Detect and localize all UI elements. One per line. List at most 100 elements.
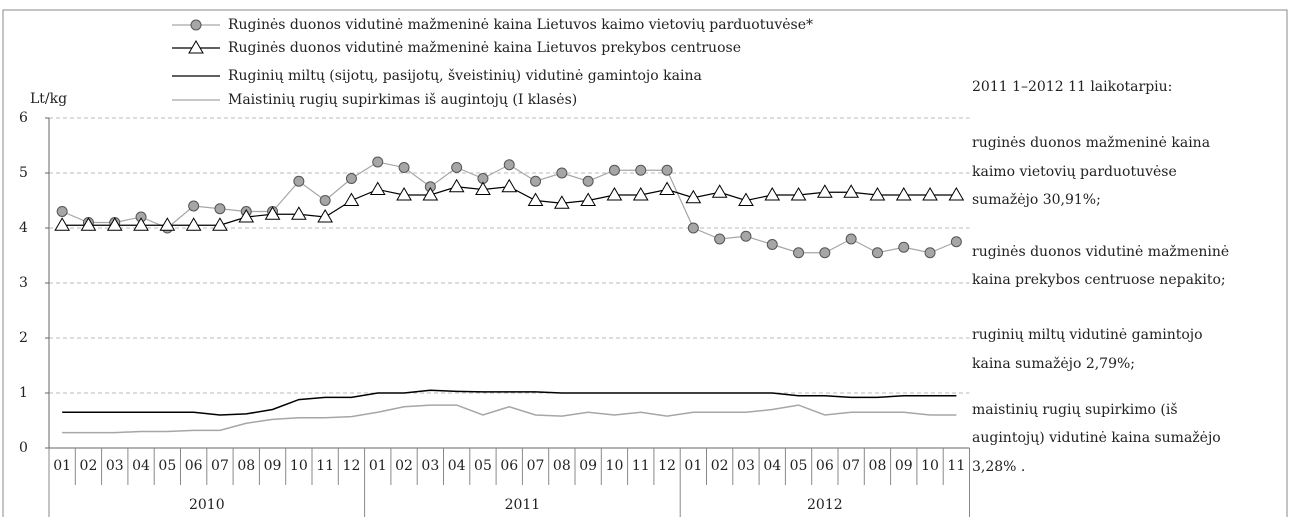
x-tick-label: 09: [264, 458, 282, 474]
point: [212, 217, 228, 231]
point: [687, 222, 699, 234]
point: [661, 164, 673, 176]
point: [422, 187, 439, 201]
point: [766, 239, 778, 250]
x-tick-label: 11: [316, 458, 334, 474]
point: [396, 187, 412, 201]
y-tick-label: 1: [19, 385, 28, 401]
x-tick-label: 03: [737, 458, 755, 474]
x-tick-label: 02: [80, 458, 98, 474]
point: [159, 217, 176, 231]
x-tick-label: 02: [711, 458, 729, 474]
y-tick-label: 0: [19, 440, 28, 456]
point: [738, 192, 754, 206]
annotation-text: ruginės duonos vidutinė mažmeninė: [972, 244, 1229, 260]
point: [819, 247, 831, 259]
y-tick-label: 2: [19, 330, 28, 346]
point: [503, 159, 515, 171]
point: [740, 230, 752, 242]
point: [685, 189, 702, 204]
x-group-label: 2011: [505, 497, 541, 513]
x-tick-label: 11: [632, 458, 650, 474]
point: [133, 217, 149, 231]
legend-marker: [190, 19, 202, 31]
point: [635, 164, 647, 176]
point: [530, 175, 542, 187]
annotation-text: ruginės duonos mažmeninė kaina: [972, 135, 1210, 151]
point: [924, 247, 936, 259]
point: [843, 184, 860, 198]
x-group-label: 2010: [189, 497, 225, 513]
y-axis-label: Lt/kg: [30, 91, 67, 107]
annotation-text: kaimo vietovių parduotuvėse: [972, 164, 1177, 180]
x-tick-label: 01: [684, 458, 702, 474]
point: [527, 192, 544, 206]
point: [56, 206, 68, 217]
x-tick-label: 01: [53, 458, 71, 474]
annotation-text: augintojų) vidutinė kaina sumažėjo: [972, 430, 1221, 446]
annotation-text: kaina sumažėjo 2,79%;: [972, 356, 1135, 372]
point: [659, 181, 675, 195]
point: [448, 178, 465, 193]
x-group-label: 2012: [807, 497, 843, 513]
x-tick-label: 05: [474, 458, 492, 474]
point: [293, 175, 305, 187]
series-line: [62, 404, 957, 434]
x-tick-label: 01: [369, 458, 387, 474]
x-tick-label: 04: [132, 458, 150, 474]
annotation-text: 2011 1–2012 11 laikotarpiu:: [972, 79, 1172, 95]
x-tick-label: 08: [553, 458, 571, 474]
point: [264, 206, 281, 220]
point: [711, 184, 728, 198]
annotation-text: kaina prekybos centruose nepakito;: [972, 272, 1226, 288]
x-tick-label: 03: [421, 458, 439, 474]
legend-label: Ruginių miltų (sijotų, pasijotų, šveisti…: [228, 67, 702, 84]
point: [608, 164, 620, 176]
point: [948, 187, 965, 201]
point: [898, 241, 910, 253]
annotation-text: maistinių rugių supirkimo (iš: [972, 401, 1178, 418]
x-tick-label: 06: [185, 458, 203, 474]
x-tick-label: 07: [211, 458, 229, 474]
legend-marker: [188, 40, 204, 54]
point: [319, 195, 331, 206]
point: [345, 173, 357, 184]
point: [80, 217, 97, 231]
x-tick-label: 04: [763, 458, 781, 474]
point: [553, 195, 570, 209]
point: [475, 181, 491, 195]
point: [845, 233, 857, 245]
annotation-text: sumažėjo 30,91%;: [972, 192, 1101, 208]
point: [764, 187, 781, 201]
x-tick-label: 10: [606, 458, 624, 474]
point: [185, 217, 202, 231]
y-tick-label: 5: [19, 165, 28, 181]
y-tick-label: 3: [19, 275, 28, 291]
annotation-text: 3,28% .: [972, 459, 1025, 475]
x-tick-label: 12: [658, 458, 676, 474]
point: [451, 162, 463, 173]
legend-label: Maistinių rugių supirkimas iš augintojų …: [228, 91, 577, 108]
chart-frame: [2, 9, 1288, 517]
x-tick-label: 06: [816, 458, 834, 474]
x-tick-label: 05: [158, 458, 176, 474]
point: [869, 187, 886, 201]
point: [895, 187, 912, 201]
x-tick-label: 07: [527, 458, 545, 474]
x-tick-label: 10: [290, 458, 308, 474]
x-tick-label: 02: [395, 458, 413, 474]
x-tick-label: 04: [448, 458, 466, 474]
legend-label: Ruginės duonos vidutinė mažmeninė kaina …: [228, 40, 741, 56]
x-tick-label: 07: [842, 458, 860, 474]
x-tick-label: 12: [343, 458, 361, 474]
point: [871, 247, 883, 259]
x-tick-label: 05: [790, 458, 808, 474]
point: [632, 187, 649, 201]
x-tick-label: 09: [895, 458, 913, 474]
point: [556, 167, 568, 179]
point: [582, 175, 594, 187]
point: [369, 181, 386, 195]
point: [950, 236, 962, 248]
legend-label: Ruginės duonos vidutinė mažmeninė kaina …: [228, 17, 813, 33]
